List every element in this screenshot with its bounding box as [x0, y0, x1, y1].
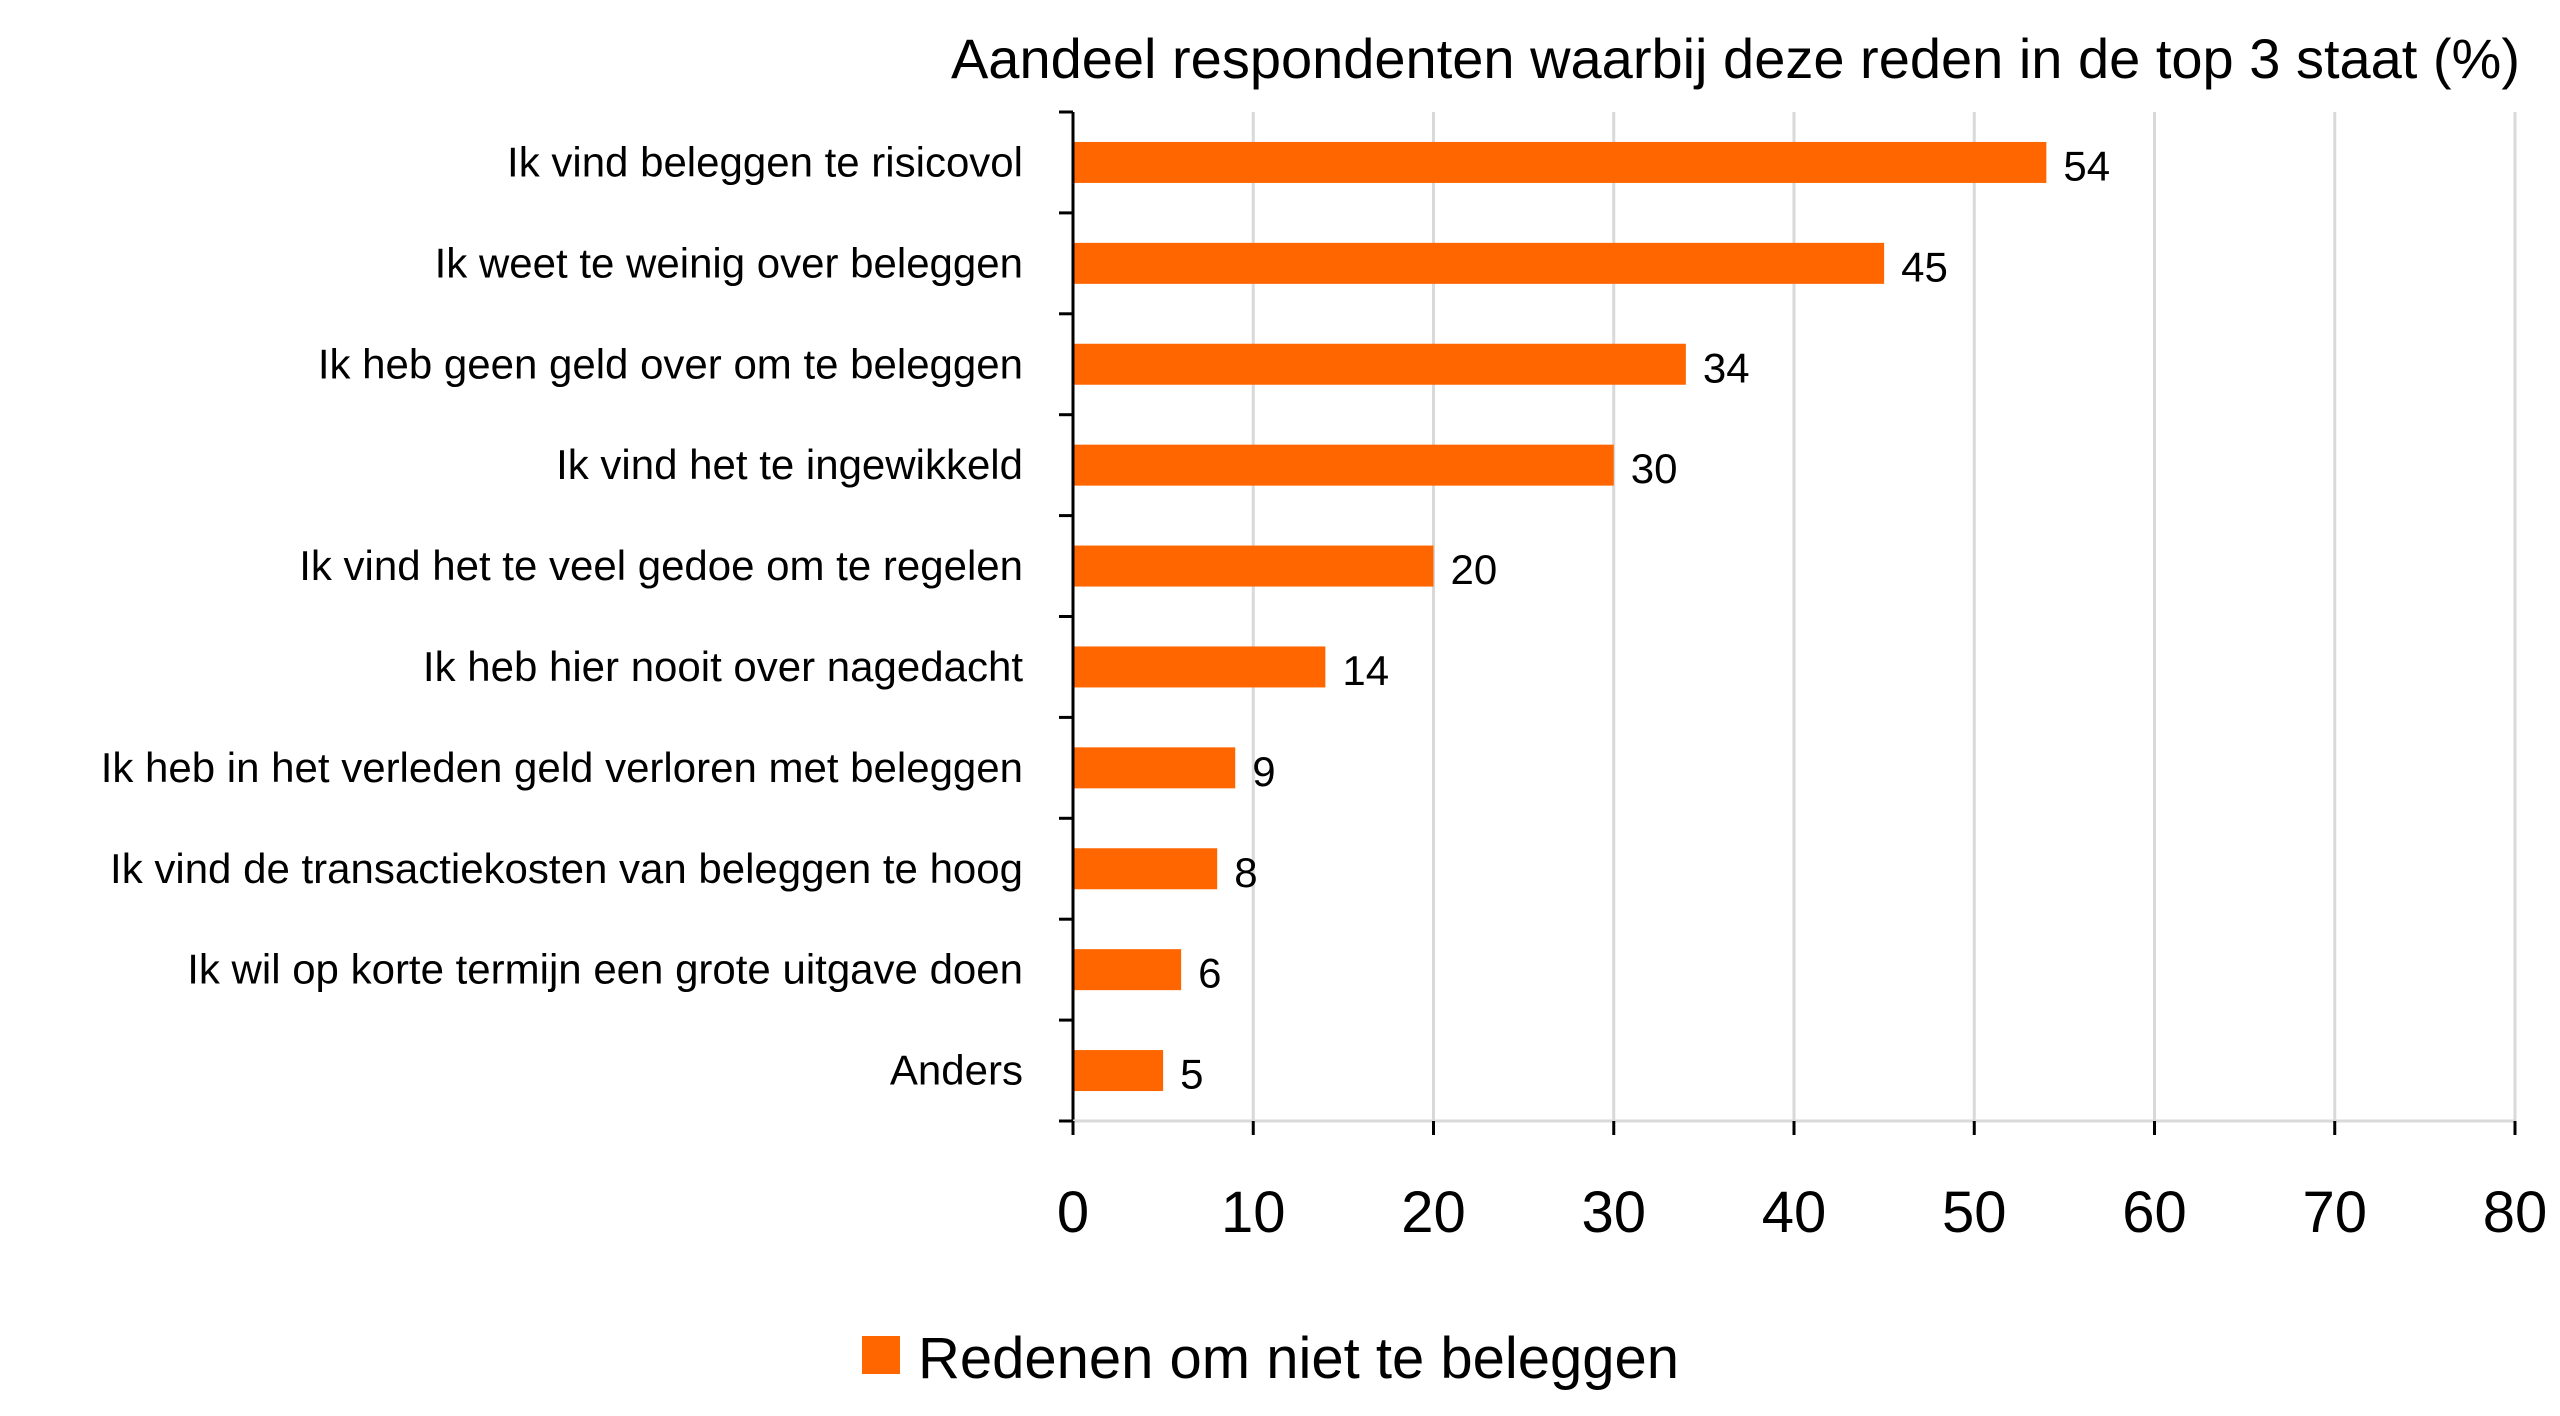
bar [1073, 545, 1434, 587]
x-tick-label: 80 [2483, 1180, 2548, 1245]
bars [1073, 141, 2047, 1092]
x-tick-label: 0 [1057, 1180, 1089, 1245]
category-label: Ik vind het te ingewikkeld [556, 441, 1023, 488]
category-label: Ik heb in het verleden geld verloren met… [101, 744, 1023, 791]
x-tick-labels: 0 10 20 30 40 50 60 70 80 [1057, 1180, 2547, 1245]
bar [1073, 343, 1686, 385]
bar [1073, 1050, 1164, 1092]
bar [1073, 949, 1182, 991]
bar [1073, 444, 1614, 486]
category-label: Ik vind de transactiekosten van beleggen… [110, 845, 1023, 892]
chart-title: Aandeel respondenten waarbij deze reden … [951, 27, 2520, 90]
category-label: Ik vind beleggen te risicovol [507, 138, 1023, 185]
value-label: 5 [1180, 1051, 1203, 1098]
x-tick-label: 60 [2122, 1180, 2187, 1245]
legend: Redenen om niet te beleggen [862, 1326, 1679, 1391]
legend-label: Redenen om niet te beleggen [918, 1326, 1679, 1391]
value-label: 9 [1252, 748, 1275, 795]
axes [1059, 110, 2517, 1135]
value-label: 6 [1198, 950, 1221, 997]
x-tick-label: 40 [1762, 1180, 1827, 1245]
category-label: Anders [890, 1047, 1023, 1094]
bar [1073, 242, 1885, 284]
value-label: 14 [1342, 647, 1389, 694]
bar [1073, 848, 1218, 890]
value-label: 8 [1234, 849, 1257, 896]
legend-swatch [862, 1336, 900, 1374]
category-label: Ik vind het te veel gedoe om te regelen [299, 542, 1023, 589]
value-label: 30 [1631, 445, 1678, 492]
value-label: 20 [1451, 546, 1498, 593]
category-label: Ik heb geen geld over om te beleggen [318, 340, 1023, 387]
x-tick-label: 30 [1581, 1180, 1646, 1245]
x-tick-label: 70 [2302, 1180, 2367, 1245]
x-tick-label: 10 [1221, 1180, 1286, 1245]
x-tick-label: 20 [1401, 1180, 1466, 1245]
bar [1073, 747, 1236, 789]
x-tick-label: 50 [1942, 1180, 2007, 1245]
category-label: Ik heb hier nooit over nagedacht [423, 643, 1023, 690]
value-label: 45 [1901, 243, 1948, 290]
category-labels: Ik vind beleggen te risicovol Ik weet te … [101, 138, 1024, 1093]
value-label: 34 [1703, 344, 1750, 391]
value-label: 54 [2063, 142, 2110, 189]
bar [1073, 141, 2047, 183]
category-label: Ik weet te weinig over beleggen [435, 239, 1023, 286]
bar [1073, 646, 1326, 688]
value-labels: 54 45 34 30 20 14 9 8 6 5 [1180, 142, 2110, 1097]
category-label: Ik wil op korte termijn een grote uitgav… [187, 946, 1023, 993]
